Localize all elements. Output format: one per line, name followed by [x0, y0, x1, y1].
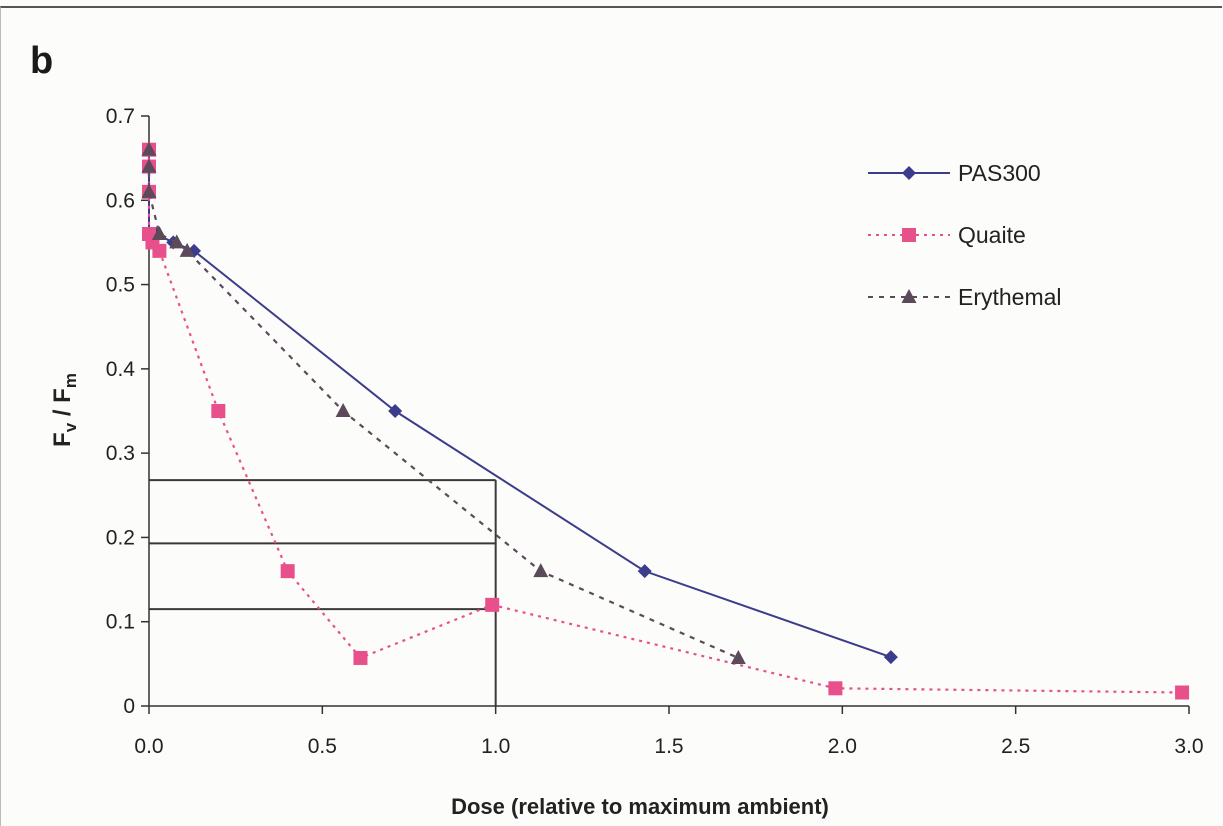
data-point-erythemal	[533, 563, 549, 578]
data-point-erythemal	[730, 649, 746, 664]
series-pas300	[142, 142, 898, 665]
data-point-quaite	[353, 650, 368, 665]
series-line-erythemal	[147, 149, 739, 659]
data-point-erythemal	[151, 226, 167, 240]
axes: 0 0.1 0.2 0.3 0.4 0.5 0.6 0.7 0.0 0.5 1.0 1.5 2.0 2.5…	[106, 105, 1204, 758]
data-point-pas300	[883, 650, 898, 665]
data-point-erythemal	[141, 158, 157, 173]
y-tick-label: 0.1	[106, 611, 135, 634]
y-tick-label: 0.6	[106, 189, 135, 212]
y-tick-label: 0.3	[106, 442, 135, 465]
legend-item-erythemal: Erythemal	[868, 284, 1062, 310]
panel-label: b	[30, 40, 54, 82]
data-point-erythemal	[169, 234, 185, 249]
legend-label-erythemal: Erythemal	[958, 284, 1062, 310]
x-tick-label: 1.0	[481, 735, 510, 758]
x-tick-label: 1.5	[654, 735, 683, 758]
x-axis-label: Dose (relative to maximum ambient)	[451, 794, 829, 819]
data-point-quaite	[828, 681, 843, 696]
data-point-quaite	[211, 404, 226, 418]
data-point-quaite	[280, 564, 295, 579]
legend-marker-pas300	[902, 166, 916, 180]
legend-marker-erythemal	[901, 289, 917, 303]
series-line-pas300	[148, 149, 892, 659]
data-point-erythemal	[141, 141, 157, 156]
series-quaite	[142, 142, 1190, 700]
series-line-quaite	[147, 149, 1183, 694]
series-layer	[141, 141, 1190, 700]
legend-marker-quaite	[902, 228, 916, 242]
legend-label-quaite: Quaite	[958, 222, 1026, 248]
data-point-erythemal	[179, 242, 195, 257]
y-tick-label: 0	[123, 695, 135, 718]
y-tick-label: 0.7	[106, 105, 135, 128]
x-tick-label: 0.5	[308, 735, 337, 758]
figure-frame	[0, 6, 1222, 826]
data-point-pas300	[637, 564, 652, 579]
data-point-quaite	[485, 597, 500, 612]
data-point-quaite	[152, 243, 167, 258]
data-point-erythemal	[141, 183, 157, 198]
x-tick-label: 2.5	[1001, 735, 1030, 758]
legend: PAS300 Quaite Erythemal	[868, 160, 1062, 310]
data-point-quaite	[1175, 685, 1190, 700]
y-tick-label: 0.2	[106, 526, 135, 549]
legend-item-quaite: Quaite	[868, 222, 1026, 248]
y-tick-label: 0.4	[106, 358, 136, 381]
y-axis-label: Fv / Fm	[49, 373, 80, 447]
series-erythemal	[141, 141, 746, 664]
x-tick-label: 3.0	[1174, 735, 1203, 758]
x-tick-label: 2.0	[828, 735, 857, 758]
data-point-erythemal	[335, 403, 351, 417]
reference-lines	[149, 479, 497, 706]
y-tick-label: 0.5	[106, 274, 135, 297]
legend-label-pas300: PAS300	[958, 160, 1041, 186]
x-tick-label: 0.0	[134, 735, 163, 758]
data-point-pas300	[388, 404, 403, 418]
legend-item-pas300: PAS300	[868, 160, 1041, 186]
